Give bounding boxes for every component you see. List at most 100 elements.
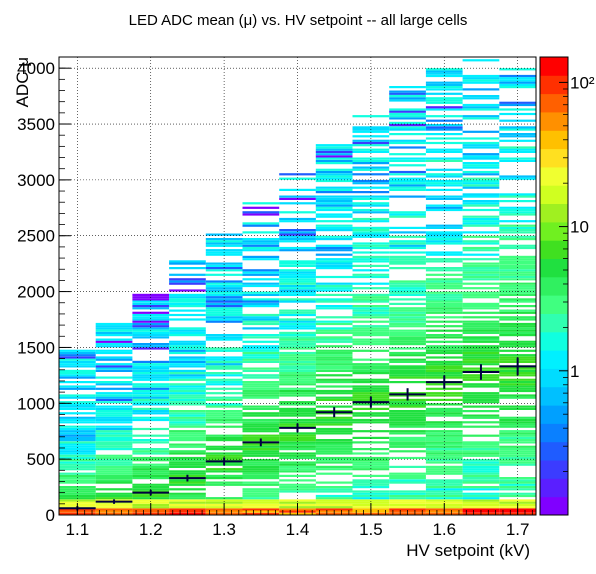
heatmap-cell	[59, 349, 96, 352]
heatmap-cell	[59, 369, 96, 372]
heatmap-cell	[242, 483, 280, 486]
heatmap-cell	[242, 477, 280, 480]
heatmap-cell	[389, 153, 426, 156]
heatmap-cell	[352, 264, 390, 267]
heatmap-cell	[462, 470, 500, 473]
heatmap-cell	[315, 488, 353, 491]
heatmap-cell	[462, 394, 500, 397]
heatmap-cell	[389, 494, 426, 498]
heatmap-cell	[169, 289, 206, 292]
heatmap-cell	[462, 345, 500, 348]
heatmap-cell	[425, 126, 463, 129]
heatmap-cell	[95, 327, 133, 330]
heatmap-cell	[95, 351, 133, 355]
heatmap-cell	[425, 307, 463, 310]
heatmap-cell	[425, 369, 463, 372]
heatmap-cell	[242, 405, 280, 408]
heatmap-cell	[389, 139, 426, 142]
heatmap-cell	[425, 159, 463, 162]
heatmap-cell	[462, 327, 500, 330]
heatmap-cell	[462, 215, 500, 218]
heatmap-cell	[95, 418, 133, 422]
heatmap-cell	[95, 405, 133, 408]
heatmap-cell	[499, 159, 536, 162]
heatmap-cell	[242, 231, 280, 234]
heatmap-cell	[462, 463, 500, 466]
heatmap-cell	[352, 483, 390, 486]
heatmap-cell	[242, 202, 280, 205]
heatmap-cell	[352, 448, 390, 451]
heatmap-cell	[205, 414, 243, 417]
heatmap-cell	[499, 300, 536, 303]
heatmap-cell	[352, 412, 390, 415]
heatmap-cell	[169, 436, 206, 439]
heatmap-cell	[315, 191, 353, 194]
heatmap-cell	[95, 474, 133, 477]
heatmap-cell	[169, 463, 206, 466]
heatmap-cell	[205, 249, 243, 252]
color-scale-step	[540, 221, 568, 241]
heatmap-cell	[95, 396, 133, 399]
heatmap-cell	[499, 255, 536, 258]
heatmap-cell	[499, 450, 536, 453]
heatmap-cell	[425, 267, 463, 270]
heatmap-cell	[499, 327, 536, 330]
heatmap-cell	[169, 492, 206, 495]
heatmap-cell	[242, 206, 280, 209]
heatmap-cell	[95, 454, 133, 457]
heatmap-cell	[462, 459, 500, 462]
heatmap-cell	[499, 309, 536, 312]
heatmap-cell	[462, 396, 500, 399]
heatmap-cell	[315, 162, 353, 165]
heatmap-cell	[279, 271, 316, 274]
heatmap-cell	[352, 246, 390, 250]
heatmap-cell	[499, 298, 536, 301]
color-scale-step	[540, 258, 568, 278]
heatmap-cell	[315, 508, 353, 511]
color-scale-ticks: 1 10 10²	[559, 73, 595, 472]
heatmap-cell	[169, 358, 206, 361]
heatmap-cell	[499, 331, 536, 334]
heatmap-cell	[169, 293, 206, 296]
heatmap-cell	[169, 345, 206, 348]
heatmap-cell	[242, 316, 280, 319]
heatmap-cell	[425, 345, 463, 348]
heatmap-cell	[169, 421, 206, 424]
heatmap-cell	[205, 316, 243, 319]
heatmap-cell	[315, 405, 353, 408]
heatmap-cell	[389, 177, 426, 180]
heatmap-cell	[95, 506, 133, 509]
heatmap-cell	[352, 334, 390, 337]
heatmap-cell	[462, 157, 500, 160]
heatmap-cell	[169, 430, 206, 433]
x-tick-label: 1.5	[359, 520, 383, 539]
heatmap-cell	[132, 343, 170, 346]
heatmap-cell	[315, 305, 353, 308]
heatmap-cell	[389, 472, 426, 475]
heatmap-cell	[315, 159, 353, 162]
heatmap-cell	[499, 213, 536, 216]
heatmap-cell	[59, 501, 96, 504]
heatmap-cell	[169, 387, 206, 390]
x-axis-label: HV setpoint (kV)	[406, 541, 530, 560]
heatmap-cell	[205, 363, 243, 366]
heatmap-cell	[242, 249, 280, 252]
heatmap-cell	[205, 454, 243, 457]
heatmap-cell	[462, 88, 500, 91]
heatmap-cell	[499, 396, 536, 399]
heatmap-cell	[499, 318, 536, 321]
heatmap-cell	[59, 477, 96, 480]
heatmap-cell	[499, 238, 536, 241]
heatmap-cell	[315, 293, 353, 296]
heatmap-cell	[462, 269, 500, 272]
heatmap-cell	[169, 445, 206, 448]
heatmap-cell	[315, 208, 353, 212]
heatmap-cell	[279, 367, 316, 370]
heatmap-cell	[462, 506, 500, 509]
heatmap-cell	[59, 474, 96, 477]
heatmap-cell	[315, 358, 353, 361]
heatmap-cell	[315, 423, 353, 426]
heatmap-cell	[132, 474, 170, 477]
heatmap-cell	[425, 231, 463, 234]
heatmap-cell	[499, 264, 536, 267]
